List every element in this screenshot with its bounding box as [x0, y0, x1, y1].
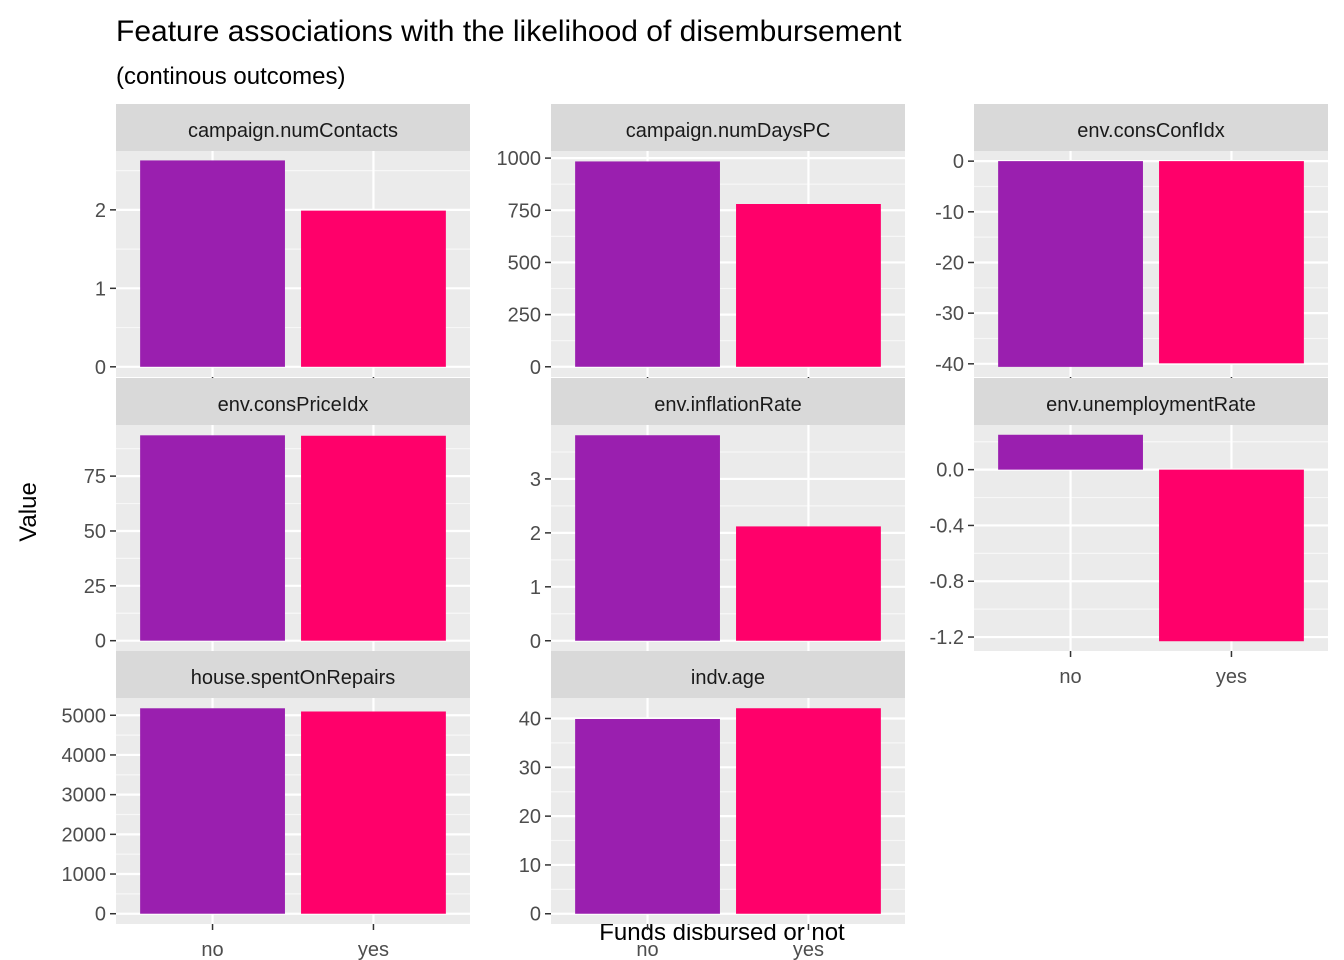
x-tick-label: yes	[793, 939, 824, 960]
bar-yes	[301, 210, 446, 367]
x-tick-label: no	[201, 939, 223, 960]
y-tick-label: 5000	[62, 705, 107, 727]
facet-strip	[974, 104, 1328, 151]
facet-panel: indv.age 0 10 20 30 40 no yes	[519, 651, 905, 960]
facet-panel: house.spentOnRepairs 0 1000 2000 3000 4000 500…	[62, 651, 470, 960]
bar-no	[998, 161, 1143, 367]
y-tick-label: 1000	[497, 148, 542, 170]
x-tick-label: no	[1059, 666, 1081, 688]
bar-yes	[301, 435, 446, 641]
facet-strip-label: house.spentOnRepairs	[191, 667, 396, 689]
facet-strip	[551, 651, 905, 698]
bar-yes	[736, 204, 881, 367]
bar-no	[575, 161, 720, 367]
facet-strip-label: env.consPriceIdx	[218, 394, 369, 416]
facet-panel: campaign.numContacts012noyes	[95, 104, 470, 414]
y-tick-label: 250	[508, 305, 541, 327]
y-tick-label: 2000	[62, 824, 107, 846]
y-tick-label: -0.4	[930, 515, 964, 537]
y-tick-label: -40	[935, 354, 964, 376]
y-tick-label: 0	[530, 631, 541, 653]
facet-strip	[974, 378, 1328, 425]
y-tick-label: 3	[530, 469, 541, 491]
facet-strip-label: env.consConfIdx	[1077, 120, 1225, 142]
y-tick-label: 0	[953, 151, 964, 173]
y-tick-label: 40	[519, 709, 541, 731]
y-tick-label: 0.0	[936, 460, 964, 482]
y-tick-label: 0	[95, 357, 106, 379]
bar-no	[575, 435, 720, 641]
bar-yes	[301, 711, 446, 914]
bar-no	[140, 435, 285, 641]
bar-yes	[736, 708, 881, 914]
y-tick-label: 50	[84, 521, 106, 543]
y-tick-label: 500	[508, 252, 541, 274]
y-tick-label: 2	[530, 523, 541, 545]
facet-strip	[116, 104, 470, 151]
bar-yes	[1159, 469, 1304, 642]
facet-panel: env.unemploymentRate 0.0 -0.4 -0.8 -1.2 no yes	[930, 378, 1328, 688]
y-tick-label: 2	[95, 200, 106, 222]
y-tick-label: -0.8	[930, 571, 964, 593]
y-tick-label: 10	[519, 855, 541, 877]
y-tick-label: -1.2	[930, 627, 964, 649]
facet-strip-label: campaign.numDaysPC	[626, 120, 831, 142]
x-tick-label: no	[636, 939, 658, 960]
y-tick-label: 20	[519, 806, 541, 828]
bar-no	[998, 434, 1143, 470]
y-tick-label: 0	[530, 357, 541, 379]
bar-no	[575, 718, 720, 914]
y-tick-label: -30	[935, 303, 964, 325]
facet-strip	[116, 378, 470, 425]
y-tick-label: 25	[84, 576, 106, 598]
facet-panels: campaign.numContacts 0 1 2 no yes campaign.num…	[62, 104, 1328, 960]
y-tick-label: 1	[95, 278, 106, 300]
facet-strip-label: env.unemploymentRate	[1046, 394, 1256, 416]
y-tick-label: 4000	[62, 745, 107, 767]
facet-strip-label: campaign.numContacts	[188, 120, 398, 142]
facet-strip-label: env.inflationRate	[654, 394, 802, 416]
facet-strip-label: indv.age	[691, 667, 765, 689]
bar-no	[140, 708, 285, 914]
facet-panel: env.consPriceIdx0255075noyes	[84, 378, 470, 688]
facet-strip	[551, 378, 905, 425]
y-tick-label: -10	[935, 202, 964, 224]
y-tick-label: 1000	[62, 864, 107, 886]
facet-strip	[116, 651, 470, 698]
y-tick-label: 75	[84, 466, 106, 488]
bar-no	[140, 160, 285, 367]
y-tick-label: 1	[530, 577, 541, 599]
chart-title: Feature associations with the likelihood…	[116, 15, 902, 48]
y-tick-label: 0	[530, 904, 541, 926]
facet-strip	[551, 104, 905, 151]
y-tick-label: 0	[95, 631, 106, 653]
y-axis-title: Value	[15, 482, 42, 542]
y-tick-label: 0	[95, 904, 106, 926]
y-tick-label: -20	[935, 252, 964, 274]
x-tick-label: yes	[358, 939, 389, 960]
facet-panel: campaign.numDaysPC02505007501000noyes	[497, 104, 905, 414]
y-tick-label: 750	[508, 200, 541, 222]
facet-panel: env.inflationRate0123noyes	[530, 378, 905, 688]
y-tick-label: 3000	[62, 785, 107, 807]
y-tick-label: 30	[519, 757, 541, 779]
x-tick-label: yes	[1216, 666, 1247, 688]
bar-yes	[1159, 161, 1304, 364]
bar-yes	[736, 526, 881, 641]
chart-subtitle: (continous outcomes)	[116, 63, 345, 90]
